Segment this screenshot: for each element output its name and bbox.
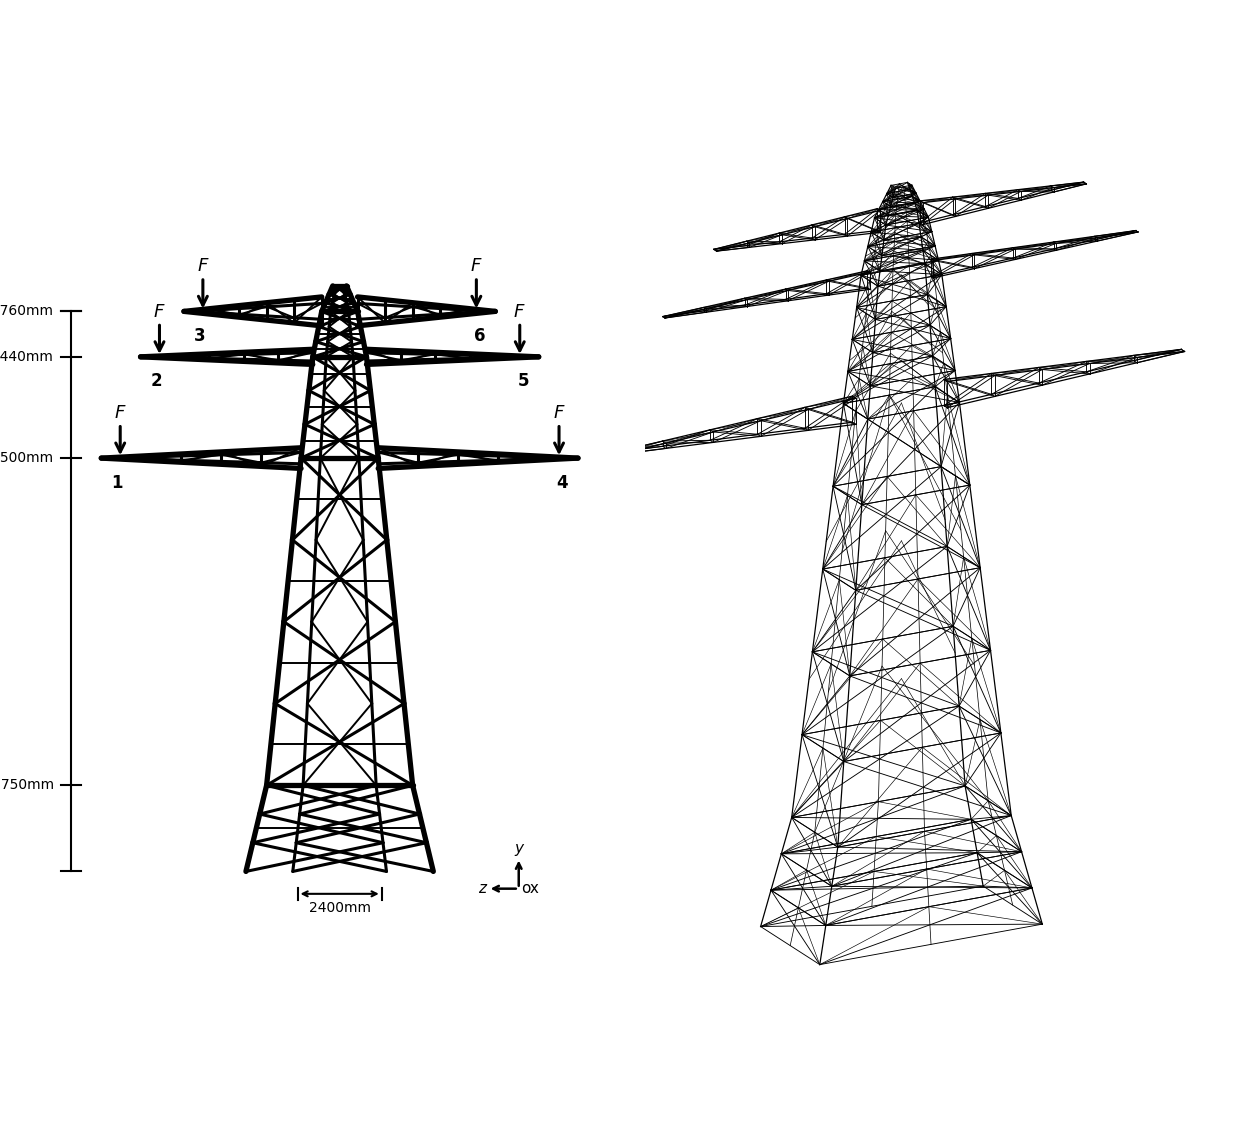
Text: 1: 1 [112,474,123,492]
Text: 3: 3 [193,327,206,345]
Text: $F$: $F$ [470,257,482,275]
Text: z: z [477,881,486,896]
Text: ox: ox [522,881,539,896]
Text: 6750mm: 6750mm [0,779,53,793]
Text: 13760mm: 13760mm [0,304,53,319]
Text: $F$: $F$ [553,404,565,422]
Text: 12440mm: 12440mm [0,350,53,364]
Text: 5: 5 [517,373,529,390]
Text: $F$: $F$ [513,303,526,321]
Text: 9500mm: 9500mm [0,451,53,466]
Text: 4: 4 [557,474,568,492]
Text: 6: 6 [474,327,486,345]
Text: y: y [515,841,523,856]
Text: $F$: $F$ [114,404,126,422]
Text: $F$: $F$ [197,257,210,275]
Text: 2400mm: 2400mm [309,902,371,915]
Text: 2: 2 [150,373,162,390]
Text: $F$: $F$ [154,303,166,321]
